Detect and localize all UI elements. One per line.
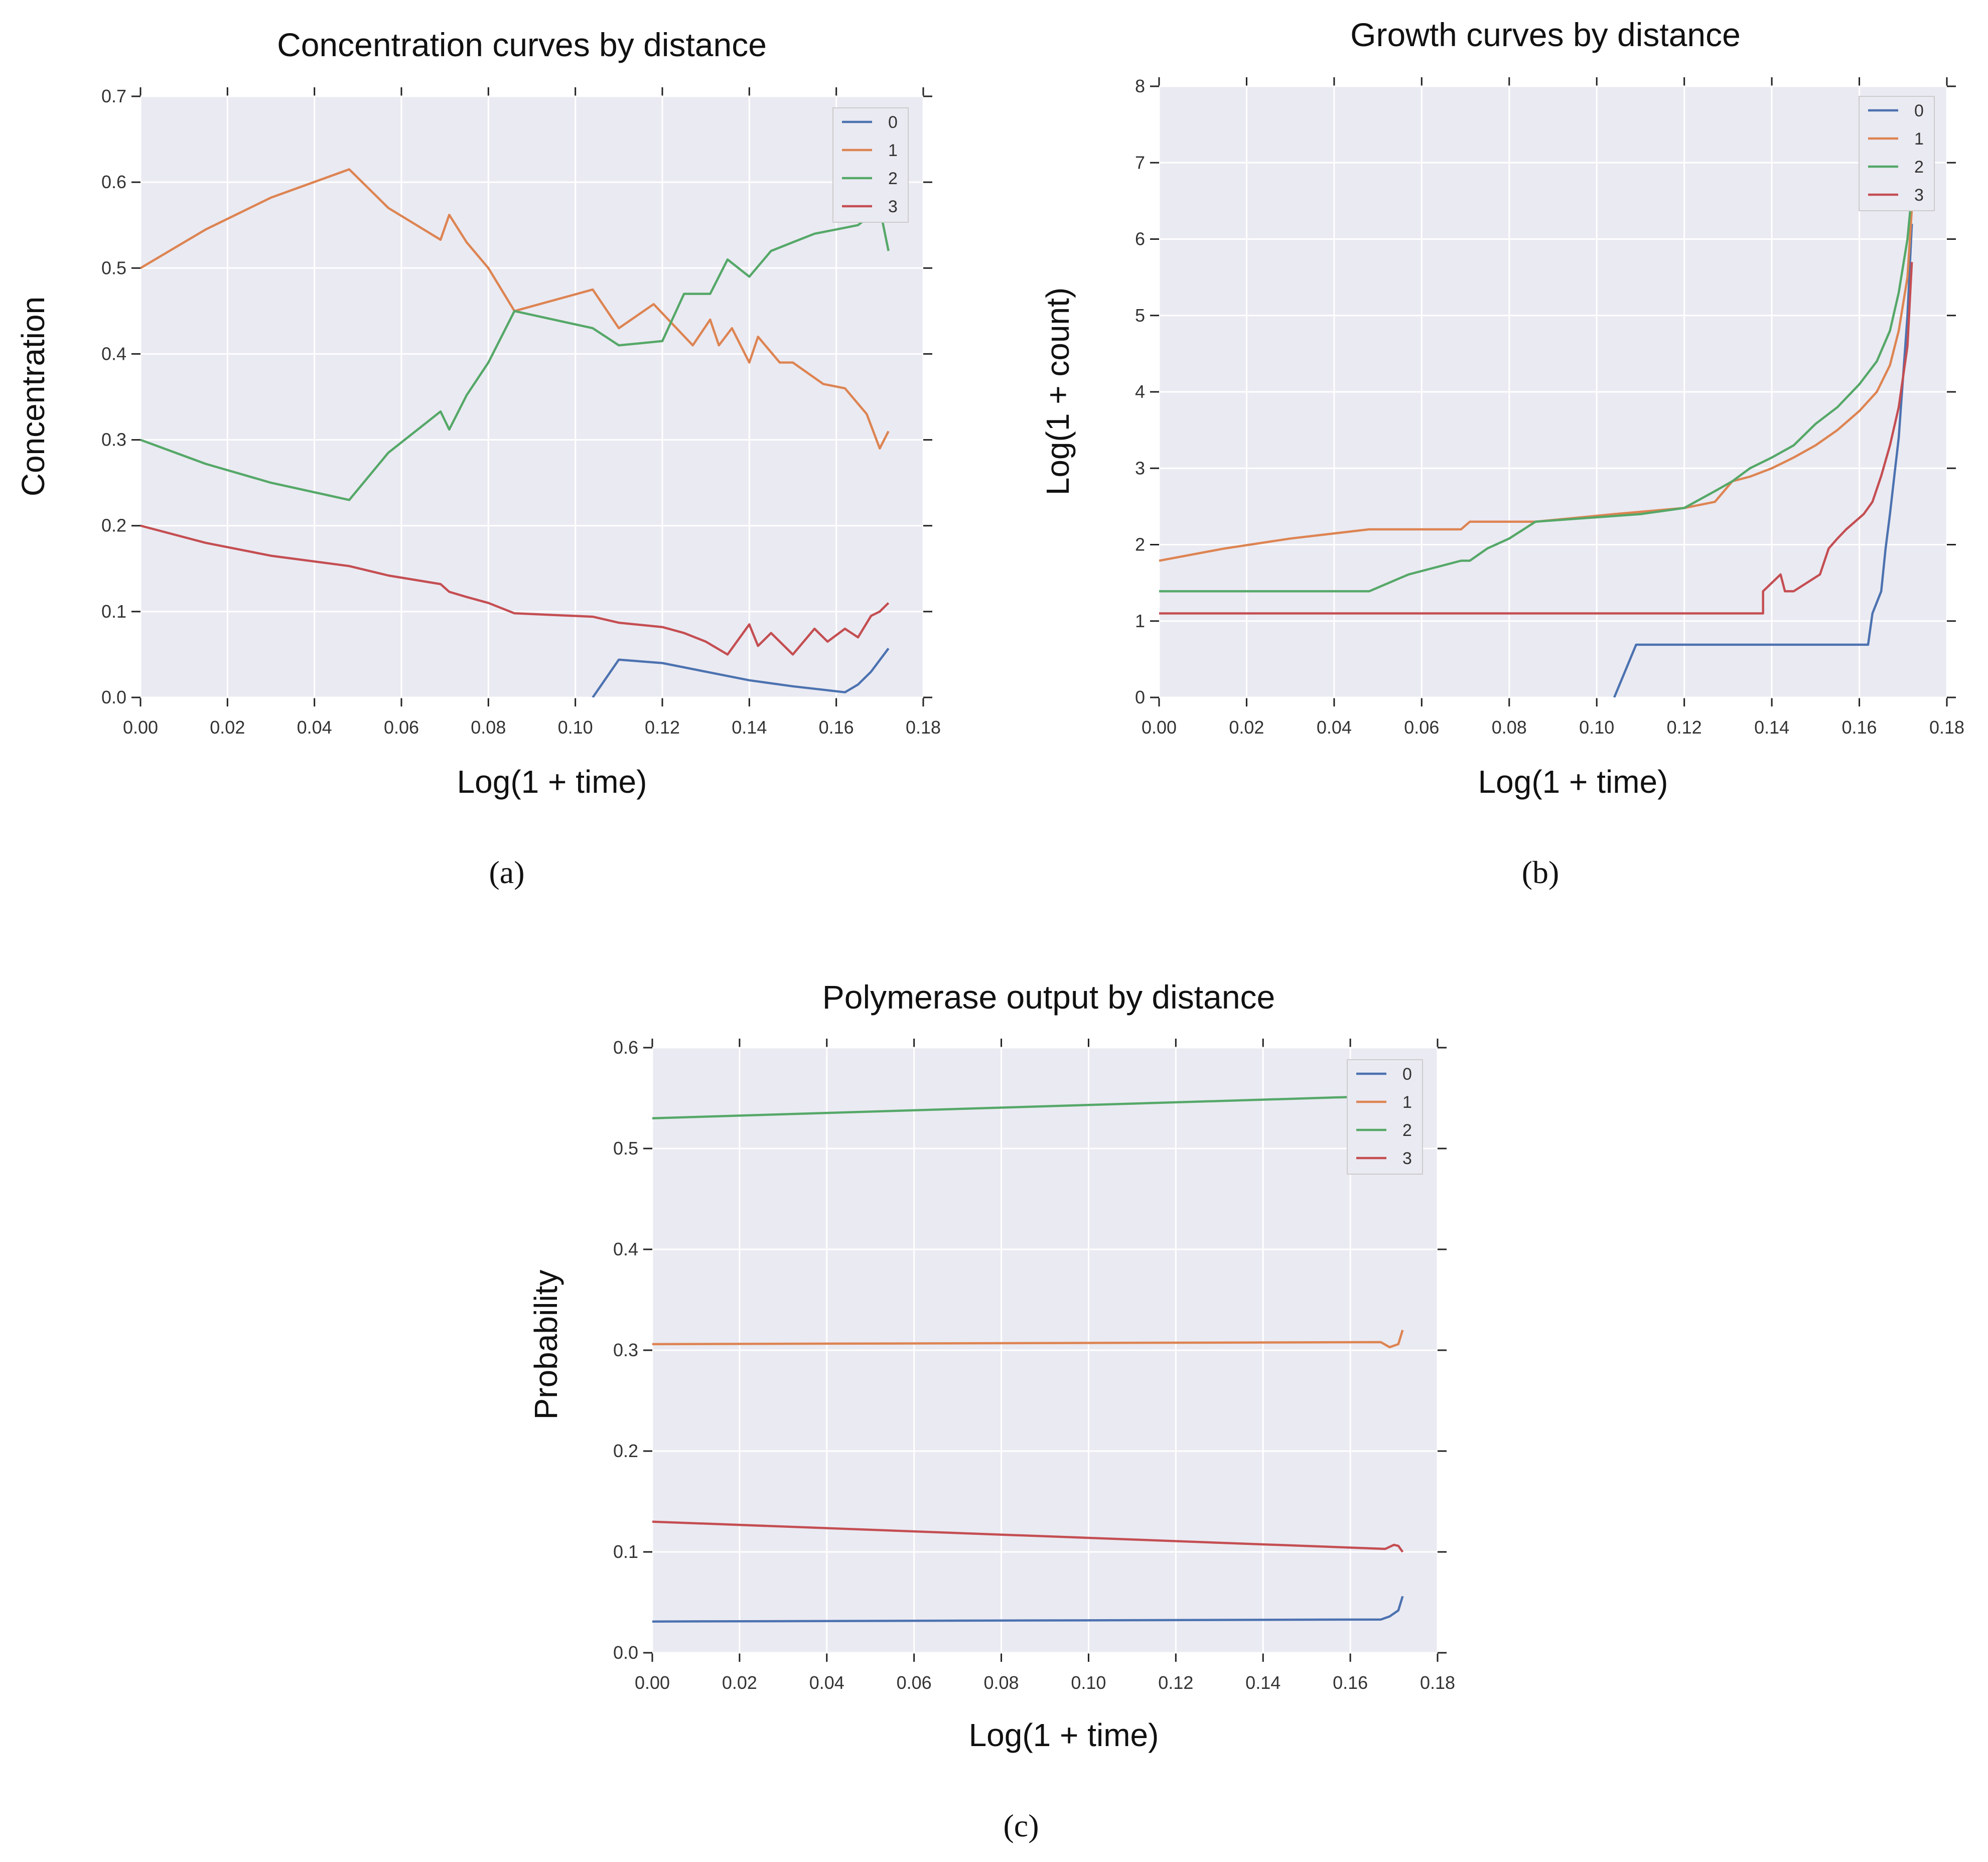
y-tick-label: 6: [1135, 229, 1145, 249]
series-line-1: [1159, 208, 1913, 562]
y-tick-label: 3: [1135, 458, 1145, 478]
legend-label: 2: [888, 169, 898, 188]
legend-label: 1: [888, 141, 898, 160]
y-axis-label: Probability: [528, 1270, 564, 1420]
legend-box: [832, 107, 909, 223]
legend-label: 0: [888, 113, 898, 132]
series-line-0: [592, 648, 890, 697]
y-tick-label: 0.0: [101, 687, 126, 707]
y-axis-label: Concentration: [15, 297, 51, 496]
y-tick-label: 0.3: [613, 1340, 638, 1360]
series-line-2: [140, 207, 890, 501]
y-tick-label: 0.4: [613, 1239, 638, 1259]
series-line-1: [652, 1330, 1404, 1349]
y-tick-label: 0.4: [101, 343, 126, 364]
x-tick-label: 0.02: [722, 1672, 757, 1693]
x-tick-label: 0.12: [1158, 1672, 1193, 1693]
chart-1: 0.00 0.02 0.04 0.06 0.08 0.10 0.12 0.14 0.16 0.18…: [1040, 16, 1964, 890]
y-tick-label: 7: [1135, 152, 1145, 173]
legend-label: 1: [1402, 1093, 1412, 1112]
panel-label: (a): [489, 854, 524, 890]
y-tick-label: 2: [1135, 534, 1145, 555]
x-axis-label: Log(1 + time): [457, 764, 647, 800]
x-axis-label: Log(1 + time): [1478, 764, 1668, 800]
legend-label: 3: [1914, 186, 1924, 205]
y-tick-label: 0.2: [101, 515, 126, 536]
legend-label: 3: [1402, 1149, 1412, 1168]
x-tick-label: 0.10: [1579, 717, 1614, 738]
x-tick-label: 0.08: [1492, 717, 1527, 738]
legend-box: [1859, 96, 1935, 211]
x-tick-label: 0.18: [906, 717, 941, 738]
y-tick-label: 0.1: [613, 1541, 638, 1562]
x-tick-label: 0.02: [1229, 717, 1264, 738]
chart-title: Growth curves by distance: [1350, 16, 1741, 53]
x-tick-label: 0.06: [1404, 717, 1439, 738]
x-tick-label: 0.10: [1071, 1672, 1106, 1693]
x-tick-label: 0.00: [123, 717, 158, 738]
plot-background: [140, 96, 923, 697]
x-tick-label: 0.14: [732, 717, 767, 738]
x-axis-label: Log(1 + time): [969, 1717, 1159, 1753]
legend-label: 0: [1402, 1065, 1412, 1084]
x-tick-label: 0.14: [1245, 1672, 1281, 1693]
y-tick-label: 0.5: [613, 1138, 638, 1159]
x-tick-label: 0.16: [819, 717, 854, 738]
x-tick-label: 0.08: [984, 1672, 1019, 1693]
series-line-1: [140, 168, 890, 450]
x-tick-label: 0.06: [384, 717, 419, 738]
x-tick-label: 0.08: [471, 717, 506, 738]
legend-label: 2: [1402, 1121, 1412, 1140]
y-tick-label: 0: [1135, 687, 1145, 707]
x-tick-label: 0.00: [635, 1672, 670, 1693]
x-tick-label: 0.16: [1333, 1672, 1368, 1693]
x-tick-label: 0.14: [1754, 717, 1789, 738]
x-tick-label: 0.12: [1667, 717, 1702, 738]
x-tick-label: 0.16: [1842, 717, 1877, 738]
series-line-0: [652, 1596, 1404, 1623]
x-tick-label: 0.18: [1929, 717, 1964, 738]
chart-title: Polymerase output by distance: [822, 978, 1275, 1016]
y-tick-label: 0.6: [101, 172, 126, 192]
x-tick-label: 0.10: [558, 717, 593, 738]
legend-label: 3: [888, 197, 898, 216]
x-tick-label: 0.18: [1420, 1672, 1455, 1693]
x-tick-label: 0.12: [645, 717, 680, 738]
y-tick-label: 1: [1135, 611, 1145, 631]
y-tick-label: 0.2: [613, 1441, 638, 1461]
panel-label: (c): [1003, 1808, 1039, 1843]
series-line-3: [652, 1520, 1404, 1553]
chart-title: Concentration curves by distance: [277, 26, 767, 63]
y-tick-label: 0.6: [613, 1037, 638, 1058]
x-tick-label: 0.04: [1317, 717, 1352, 738]
series-line-2: [1159, 193, 1913, 593]
legend-label: 1: [1914, 129, 1924, 149]
x-tick-label: 0.02: [210, 717, 245, 738]
y-tick-label: 0.5: [101, 257, 126, 278]
x-tick-label: 0.04: [809, 1672, 844, 1693]
y-tick-label: 4: [1135, 381, 1145, 402]
panel-label: (b): [1522, 854, 1559, 890]
y-tick-label: 0.7: [101, 86, 126, 106]
legend-label: 0: [1914, 101, 1924, 120]
series-line-3: [140, 524, 890, 656]
y-tick-label: 0.3: [101, 429, 126, 450]
chart-0: 0.00 0.02 0.04 0.06 0.08 0.10 0.12 0.14 0.16 0.18…: [15, 26, 941, 890]
y-tick-label: 5: [1135, 305, 1145, 326]
x-tick-label: 0.06: [897, 1672, 932, 1693]
y-tick-label: 0.1: [101, 601, 126, 622]
legend-box: [1347, 1059, 1423, 1175]
x-tick-label: 0.04: [297, 717, 332, 738]
y-tick-label: 8: [1135, 76, 1145, 96]
chart-2: 0.00 0.02 0.04 0.06 0.08 0.10 0.12 0.14 0.16 0.18…: [528, 978, 1455, 1843]
legend-label: 2: [1914, 158, 1924, 177]
y-axis-label: Log(1 + count): [1040, 288, 1076, 496]
series-line-3: [1159, 262, 1913, 615]
x-tick-label: 0.00: [1142, 717, 1177, 738]
series-line-2: [652, 1095, 1381, 1119]
y-tick-label: 0.0: [613, 1642, 638, 1663]
